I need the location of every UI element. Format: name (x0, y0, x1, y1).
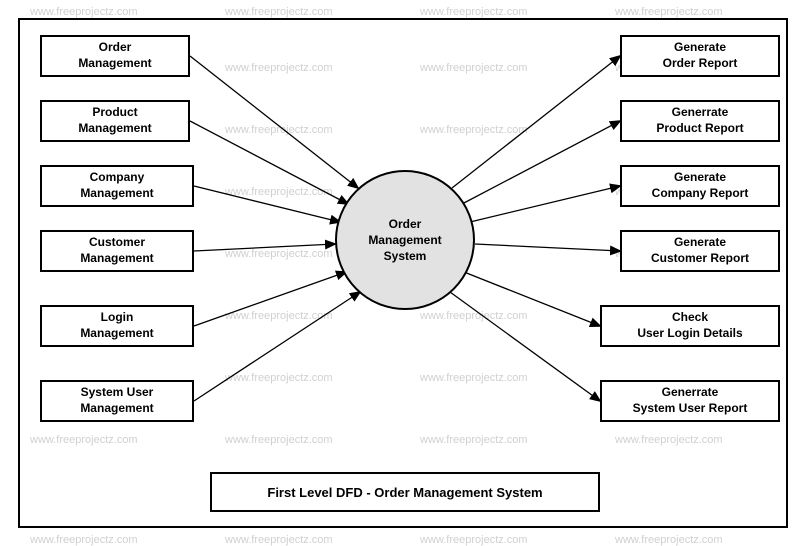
right-box-line2: Company Report (652, 186, 749, 200)
watermark-text: www.freeprojectz.com (420, 6, 528, 18)
center-process: Order Management System (335, 170, 475, 310)
watermark-text: www.freeprojectz.com (420, 534, 528, 546)
center-line3: System (384, 249, 427, 263)
left-box-sysuser-mgmt: System User Management (40, 380, 194, 422)
diagram-title: First Level DFD - Order Management Syste… (210, 472, 600, 512)
left-box-line1: Order (99, 40, 132, 54)
right-box-gen-product-rpt: Generrate Product Report (620, 100, 780, 142)
right-box-check-login: Check User Login Details (600, 305, 780, 347)
right-box-line1: Generrate (672, 105, 729, 119)
right-box-line1: Generate (674, 170, 726, 184)
right-box-gen-sysuser-rpt: Generrate System User Report (600, 380, 780, 422)
right-box-line2: Customer Report (651, 251, 749, 265)
right-box-line1: Check (672, 310, 708, 324)
left-box-customer-mgmt: Customer Management (40, 230, 194, 272)
right-box-gen-company-rpt: Generate Company Report (620, 165, 780, 207)
left-box-order-mgmt: Order Management (40, 35, 190, 77)
left-box-line2: Management (80, 251, 153, 265)
center-line1: Order (389, 217, 422, 231)
left-box-login-mgmt: Login Management (40, 305, 194, 347)
right-box-gen-order-rpt: Generate Order Report (620, 35, 780, 77)
right-box-gen-customer-rpt: Generate Customer Report (620, 230, 780, 272)
right-box-line1: Generate (674, 40, 726, 54)
right-box-line2: Product Report (656, 121, 743, 135)
left-box-line2: Management (80, 186, 153, 200)
watermark-text: www.freeprojectz.com (225, 534, 333, 546)
center-line2: Management (368, 233, 441, 247)
left-box-line1: Customer (89, 235, 145, 249)
right-box-line2: Order Report (663, 56, 738, 70)
watermark-text: www.freeprojectz.com (225, 6, 333, 18)
left-box-line2: Management (80, 326, 153, 340)
watermark-text: www.freeprojectz.com (30, 6, 138, 18)
left-box-line1: Product (92, 105, 137, 119)
left-box-line1: System User (81, 385, 154, 399)
right-box-line2: System User Report (633, 401, 748, 415)
left-box-line2: Management (78, 121, 151, 135)
right-box-line2: User Login Details (637, 326, 742, 340)
right-box-line1: Generrate (662, 385, 719, 399)
left-box-product-mgmt: Product Management (40, 100, 190, 142)
watermark-text: www.freeprojectz.com (615, 534, 723, 546)
watermark-text: www.freeprojectz.com (615, 6, 723, 18)
right-box-line1: Generate (674, 235, 726, 249)
left-box-line2: Management (80, 401, 153, 415)
left-box-line1: Login (101, 310, 134, 324)
left-box-company-mgmt: Company Management (40, 165, 194, 207)
watermark-text: www.freeprojectz.com (30, 534, 138, 546)
left-box-line2: Management (78, 56, 151, 70)
left-box-line1: Company (90, 170, 145, 184)
title-text: First Level DFD - Order Management Syste… (267, 485, 542, 500)
